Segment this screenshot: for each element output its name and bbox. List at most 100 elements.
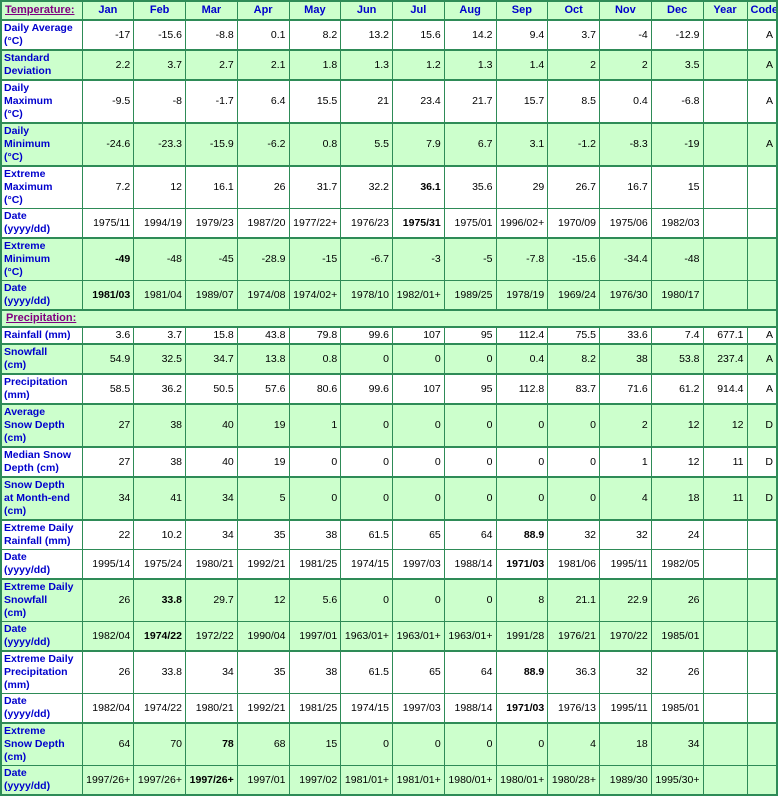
year-cell bbox=[702, 237, 748, 281]
data-cell: 95 bbox=[443, 373, 497, 405]
code-cell: A bbox=[746, 343, 778, 375]
data-cell: 1.3 bbox=[340, 49, 393, 81]
data-cell: 61.2 bbox=[650, 373, 704, 405]
data-cell: 35 bbox=[236, 519, 290, 550]
data-cell: 1981/01+ bbox=[340, 765, 393, 796]
data-cell: 40 bbox=[185, 446, 238, 478]
data-cell: 1995/11 bbox=[599, 693, 652, 724]
data-cell: 1997/03 bbox=[392, 693, 445, 724]
row-label: Standard Deviation bbox=[0, 49, 83, 81]
row-label: Date (yyyy/dd) bbox=[0, 765, 83, 796]
code-cell bbox=[746, 280, 778, 311]
data-cell: 64 bbox=[81, 722, 135, 766]
year-cell: 914.4 bbox=[702, 373, 748, 405]
data-cell: 1975/06 bbox=[599, 208, 652, 239]
data-cell: 1980/21 bbox=[185, 693, 238, 724]
year-cell bbox=[702, 722, 748, 766]
table-row: Extreme Snow Depth (cm) 64 70 78 68 15 0 0 0 0 4 18… bbox=[0, 722, 778, 766]
data-cell: 75.5 bbox=[547, 326, 600, 345]
year-cell bbox=[702, 549, 748, 580]
code-cell: A bbox=[746, 19, 778, 51]
data-cell: 29 bbox=[495, 165, 549, 209]
data-cell: 15.6 bbox=[392, 19, 445, 51]
data-cell: 0.8 bbox=[288, 122, 342, 167]
data-cell: 40 bbox=[185, 403, 238, 448]
table-row: Daily Maximum (°C) -9.5 -8 -1.7 6.4 15.5 21 23.… bbox=[0, 79, 778, 124]
year-cell: 12 bbox=[702, 403, 748, 448]
data-cell: -6.2 bbox=[236, 122, 290, 167]
data-cell: 57.6 bbox=[236, 373, 290, 405]
table-row: Extreme Daily Rainfall (mm) 22 10.2 34 35 38 6… bbox=[0, 519, 778, 550]
data-cell: 1971/03 bbox=[495, 549, 549, 580]
data-cell: -6.7 bbox=[340, 237, 393, 281]
data-cell: 0.1 bbox=[236, 19, 290, 51]
code-cell bbox=[746, 765, 778, 796]
data-cell: 2.2 bbox=[81, 49, 135, 81]
data-cell: 38 bbox=[288, 650, 342, 694]
data-cell: 1982/01+ bbox=[392, 280, 445, 311]
data-cell: -12.9 bbox=[650, 19, 704, 51]
data-cell: 1974/08 bbox=[236, 280, 290, 311]
data-cell: 4 bbox=[599, 476, 652, 521]
year-cell bbox=[702, 578, 748, 622]
data-cell: 1982/03 bbox=[650, 208, 704, 239]
data-cell: 3.6 bbox=[81, 326, 135, 345]
data-cell: 5 bbox=[236, 476, 290, 521]
data-cell: 1970/22 bbox=[599, 621, 652, 652]
data-cell: 12 bbox=[650, 403, 704, 448]
table-row: Date (yyyy/dd) 1995/14 1975/24 1980/21 1992/… bbox=[0, 549, 778, 580]
row-label: Daily Average (°C) bbox=[0, 19, 83, 51]
data-cell: 1980/28+ bbox=[547, 765, 600, 796]
data-cell: 8.2 bbox=[547, 343, 600, 375]
code-cell bbox=[746, 165, 778, 209]
data-cell: 32 bbox=[599, 519, 652, 550]
data-cell: -8.8 bbox=[185, 19, 238, 51]
data-cell: 7.4 bbox=[650, 326, 704, 345]
precipitation-section-link[interactable]: Precipitation: bbox=[6, 312, 77, 324]
data-cell: 99.6 bbox=[340, 373, 393, 405]
table-row: Median Snow Depth (cm) 27 38 40 19 0 0 0 0 0 0 1 12 1… bbox=[0, 446, 778, 478]
data-cell: 3.1 bbox=[495, 122, 549, 167]
data-cell: 19 bbox=[236, 446, 290, 478]
row-label: Date (yyyy/dd) bbox=[0, 621, 83, 652]
data-cell: 1975/01 bbox=[443, 208, 497, 239]
data-cell: 0 bbox=[392, 476, 445, 521]
data-cell: 80.6 bbox=[288, 373, 342, 405]
data-cell: 0 bbox=[547, 403, 600, 448]
data-cell: 1997/26+ bbox=[81, 765, 135, 796]
data-cell: 78 bbox=[185, 722, 238, 766]
code-cell: A bbox=[746, 373, 778, 405]
table-row: Extreme Minimum (°C) -49 -48 -45 -28.9 -15 -6.… bbox=[0, 237, 778, 281]
data-cell: 14.2 bbox=[443, 19, 497, 51]
data-cell: 88.9 bbox=[495, 519, 549, 550]
data-cell: 8.2 bbox=[288, 19, 342, 51]
data-cell: 6.4 bbox=[236, 79, 290, 124]
data-cell: 1974/15 bbox=[340, 693, 393, 724]
temperature-section-link[interactable]: Temperature: bbox=[5, 4, 75, 16]
data-cell: 43.8 bbox=[236, 326, 290, 345]
data-cell: 29.7 bbox=[185, 578, 238, 622]
code-column-header: Code bbox=[746, 0, 778, 21]
column-header-oct: Oct bbox=[547, 0, 600, 21]
data-cell: 1985/01 bbox=[650, 693, 704, 724]
table-row: Date (yyyy/dd) 1982/04 1974/22 1980/21 1992/… bbox=[0, 693, 778, 724]
data-cell: 0 bbox=[392, 578, 445, 622]
data-cell: 9.4 bbox=[495, 19, 549, 51]
data-cell: 1963/01+ bbox=[443, 621, 497, 652]
data-cell: 1995/14 bbox=[81, 549, 135, 580]
data-cell: 35 bbox=[236, 650, 290, 694]
data-cell: 0 bbox=[340, 476, 393, 521]
data-cell: 1975/11 bbox=[81, 208, 135, 239]
data-cell: 0 bbox=[547, 446, 600, 478]
precipitation-header-cell: Precipitation: bbox=[0, 309, 778, 328]
year-cell bbox=[702, 165, 748, 209]
row-label: Date (yyyy/dd) bbox=[0, 549, 83, 580]
table-row: Date (yyyy/dd) 1981/03 1981/04 1989/07 1974/… bbox=[0, 280, 778, 311]
data-cell: 7.2 bbox=[81, 165, 135, 209]
data-cell: 64 bbox=[443, 650, 497, 694]
data-cell: 26 bbox=[81, 578, 135, 622]
data-cell: 1995/30+ bbox=[650, 765, 704, 796]
table-row: Date (yyyy/dd) 1975/11 1994/19 1979/23 1987/… bbox=[0, 208, 778, 239]
code-cell bbox=[746, 208, 778, 239]
data-cell: 34.7 bbox=[185, 343, 238, 375]
